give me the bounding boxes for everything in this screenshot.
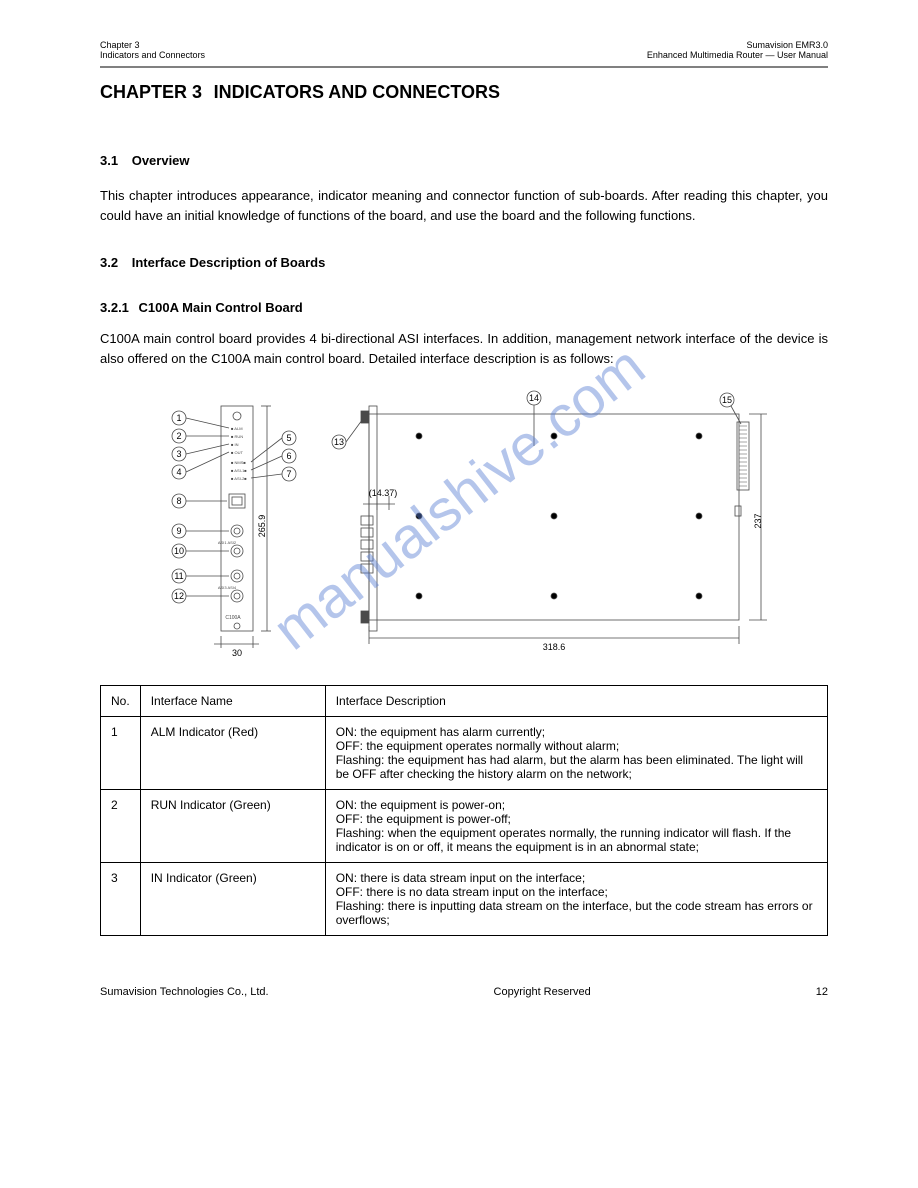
svg-text:■ NMS■: ■ NMS■ (231, 460, 246, 465)
cell-no: 2 (101, 790, 141, 863)
table-header-row: No. Interface Name Interface Description (101, 686, 828, 717)
col-no-header: No. (101, 686, 141, 717)
cell-name: ALM Indicator (Red) (140, 717, 325, 790)
subsection-c100a-title: C100A Main Control Board (139, 300, 303, 315)
svg-text:(14.37): (14.37) (369, 488, 398, 498)
cell-desc: ON: the equipment is power-on; OFF: the … (325, 790, 827, 863)
page-footer: Sumavision Technologies Co., Ltd. Copyri… (100, 986, 828, 998)
col-name-header: Interface Name (140, 686, 325, 717)
svg-text:12: 12 (174, 591, 184, 601)
cell-name: IN Indicator (Green) (140, 863, 325, 936)
page-container: manualshive.com Chapter 3 Indicators and… (0, 0, 918, 1038)
svg-text:13: 13 (334, 437, 344, 447)
section-table-title: Interface Description of Boards (132, 255, 326, 270)
board-drawing-svg: ■ ALM ■ RUN ■ IN ■ OUT ■ NMS■ ■ ASI-1■ ■… (139, 386, 789, 676)
section-table-num: 3.2 (100, 255, 118, 270)
cell-desc: ON: there is data stream input on the in… (325, 863, 827, 936)
table-row: 2 RUN Indicator (Green) ON: the equipmen… (101, 790, 828, 863)
header-right-line1: Sumavision EMR3.0 (647, 40, 828, 50)
svg-text:4: 4 (176, 467, 181, 477)
svg-text:3: 3 (176, 449, 181, 459)
svg-text:237: 237 (753, 513, 763, 528)
interface-table: No. Interface Name Interface Description… (100, 685, 828, 936)
svg-text:1: 1 (176, 413, 181, 423)
svg-text:8: 8 (176, 496, 181, 506)
header-left: Chapter 3 Indicators and Connectors (100, 40, 205, 60)
svg-text:6: 6 (286, 451, 291, 461)
section-overview-heading: 3.1 Overview (100, 153, 828, 168)
page-header: Chapter 3 Indicators and Connectors Suma… (100, 40, 828, 68)
table-row: 3 IN Indicator (Green) ON: there is data… (101, 863, 828, 936)
svg-text:■ ASI-2■: ■ ASI-2■ (231, 476, 247, 481)
svg-text:11: 11 (174, 571, 183, 581)
section-overview-title: Overview (132, 153, 190, 168)
header-right-line2: Enhanced Multimedia Router — User Manual (647, 50, 828, 60)
svg-text:9: 9 (176, 526, 181, 536)
footer-center: Copyright Reserved (494, 986, 591, 998)
section-overview-num: 3.1 (100, 153, 118, 168)
chapter-title: INDICATORS AND CONNECTORS (214, 82, 500, 102)
svg-text:■ OUT: ■ OUT (231, 450, 244, 455)
svg-text:30: 30 (232, 648, 242, 658)
svg-text:C100A: C100A (225, 615, 241, 621)
svg-text:14: 14 (529, 393, 539, 403)
col-desc-header: Interface Description (325, 686, 827, 717)
subsection-c100a-num: 3.2.1 (100, 300, 129, 315)
chapter-heading: CHAPTER 3 INDICATORS AND CONNECTORS (100, 82, 828, 103)
svg-text:■ IN: ■ IN (231, 442, 239, 447)
header-right: Sumavision EMR3.0 Enhanced Multimedia Ro… (647, 40, 828, 60)
svg-text:318.6: 318.6 (543, 642, 566, 652)
header-left-line1: Chapter 3 (100, 40, 205, 50)
header-left-line2: Indicators and Connectors (100, 50, 205, 60)
cell-no: 1 (101, 717, 141, 790)
svg-text:265.9: 265.9 (257, 515, 267, 538)
svg-text:5: 5 (286, 433, 291, 443)
subsection-c100a-heading: 3.2.1 C100A Main Control Board (100, 300, 828, 315)
svg-text:ASI3 ASI4: ASI3 ASI4 (218, 585, 237, 590)
section-table-heading: 3.2 Interface Description of Boards (100, 255, 828, 270)
cell-name: RUN Indicator (Green) (140, 790, 325, 863)
svg-text:10: 10 (174, 546, 184, 556)
svg-text:■ ASI-1■: ■ ASI-1■ (231, 468, 247, 473)
svg-text:7: 7 (286, 469, 291, 479)
cell-no: 3 (101, 863, 141, 936)
table-row: 1 ALM Indicator (Red) ON: the equipment … (101, 717, 828, 790)
svg-text:■ ALM: ■ ALM (231, 426, 243, 431)
svg-text:15: 15 (722, 395, 732, 405)
chapter-number: CHAPTER 3 (100, 82, 202, 102)
svg-text:2: 2 (176, 431, 181, 441)
c100a-paragraph: C100A main control board provides 4 bi-d… (100, 329, 828, 368)
cell-desc: ON: the equipment has alarm currently; O… (325, 717, 827, 790)
footer-left: Sumavision Technologies Co., Ltd. (100, 986, 269, 998)
svg-text:ASI1 ASI2: ASI1 ASI2 (218, 540, 237, 545)
footer-right: 12 (816, 986, 828, 998)
svg-text:■ RUN: ■ RUN (231, 434, 243, 439)
overview-paragraph: This chapter introduces appearance, indi… (100, 186, 828, 225)
technical-drawing: ■ ALM ■ RUN ■ IN ■ OUT ■ NMS■ ■ ASI-1■ ■… (100, 386, 828, 679)
